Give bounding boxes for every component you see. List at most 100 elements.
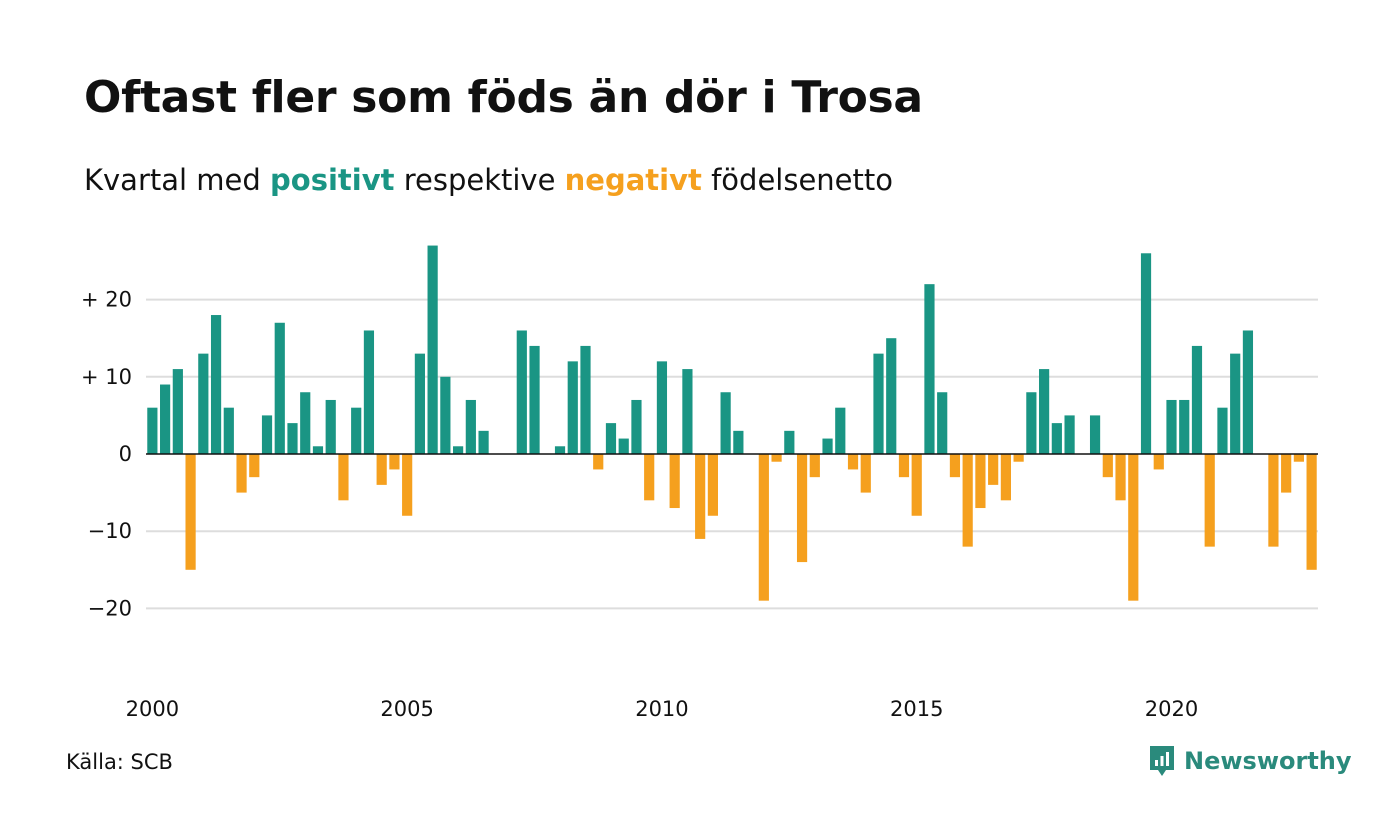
bar-positive xyxy=(274,322,285,454)
bar-negative xyxy=(975,454,986,509)
bar-chart: + 20 + 10 0 −10 −20 2000 2005 2010 2015 2020 xyxy=(81,245,1318,721)
bar-positive xyxy=(172,369,183,454)
x-tick-label: 2005 xyxy=(380,697,433,721)
bar-positive xyxy=(529,345,540,454)
bar-positive xyxy=(363,330,375,454)
bar-negative xyxy=(389,454,400,470)
subtitle-positive-word: positivt xyxy=(270,163,395,197)
bar-positive xyxy=(580,345,591,454)
bar-negative xyxy=(1013,454,1024,462)
bar-positive xyxy=(300,392,311,454)
bar-positive xyxy=(312,446,324,454)
bar-positive xyxy=(1230,353,1241,454)
bar-positive xyxy=(924,284,935,454)
bar-positive xyxy=(1039,369,1050,454)
bar-positive xyxy=(733,430,744,454)
subtitle-text-2: respektive xyxy=(394,163,565,197)
bar-negative xyxy=(249,454,260,478)
bar-positive xyxy=(605,423,617,454)
bar-positive xyxy=(453,446,464,454)
bar-negative xyxy=(236,454,247,493)
bar-negative xyxy=(707,454,718,516)
bar-positive xyxy=(1191,345,1203,454)
bar-positive xyxy=(1089,415,1101,454)
bar-negative xyxy=(1102,454,1113,478)
bar-positive xyxy=(414,353,425,454)
bar-negative xyxy=(593,454,604,470)
subtitle-text-3: födelsenetto xyxy=(701,163,893,197)
bar-negative xyxy=(1128,454,1139,601)
bar-positive xyxy=(631,399,642,454)
bar-positive xyxy=(478,430,489,454)
bar-negative xyxy=(1115,454,1126,501)
subtitle-negative-word: negativt xyxy=(564,163,702,197)
bar-positive xyxy=(656,361,668,454)
bar-positive xyxy=(147,407,158,454)
bar-negative xyxy=(338,454,349,501)
bar-positive xyxy=(1242,330,1254,454)
bar-negative xyxy=(1306,454,1317,570)
bar-positive xyxy=(784,430,795,454)
newsworthy-logo-icon xyxy=(1150,746,1174,776)
bar-positive xyxy=(1217,407,1228,454)
source-note: Källa: SCB xyxy=(66,750,173,774)
bar-negative xyxy=(771,454,782,462)
bar-positive xyxy=(325,399,336,454)
bar-negative xyxy=(1153,454,1164,470)
bar-positive xyxy=(567,361,578,454)
bar-negative xyxy=(911,454,922,516)
bar-negative xyxy=(758,454,769,601)
bar-positive xyxy=(1166,399,1177,454)
x-tick-label: 2015 xyxy=(890,697,943,721)
bar-negative xyxy=(376,454,387,485)
bar-negative xyxy=(962,454,973,547)
bar-positive xyxy=(886,338,897,454)
bar-positive xyxy=(1051,423,1062,454)
bar-positive xyxy=(210,315,222,454)
bar-positive xyxy=(427,245,438,454)
x-tick-label: 2010 xyxy=(635,697,688,721)
x-tick-label: 2000 xyxy=(126,697,179,721)
bar-negative xyxy=(847,454,859,470)
bar-negative xyxy=(796,454,808,563)
y-tick-label: + 20 xyxy=(81,288,132,312)
bar-positive xyxy=(1026,392,1037,454)
bars xyxy=(147,245,1317,601)
bar-negative xyxy=(1293,454,1304,462)
y-tick-label: + 10 xyxy=(81,365,132,389)
brand-logo: Newsworthy xyxy=(1148,744,1352,778)
bar-positive xyxy=(261,415,273,454)
bar-positive xyxy=(160,384,171,454)
bar-positive xyxy=(1179,399,1190,454)
bar-positive xyxy=(937,392,948,454)
bar-negative xyxy=(185,454,196,570)
bar-negative xyxy=(1204,454,1215,547)
bar-negative xyxy=(1281,454,1292,493)
bar-positive xyxy=(1140,253,1152,454)
bar-positive xyxy=(1064,415,1075,454)
bar-positive xyxy=(835,407,846,454)
bar-positive xyxy=(198,353,209,454)
gridlines xyxy=(146,298,1318,610)
bar-negative xyxy=(860,454,871,493)
subtitle-text-1: Kvartal med xyxy=(84,163,271,197)
bar-negative xyxy=(1000,454,1011,501)
bar-negative xyxy=(809,454,820,478)
bar-positive xyxy=(873,353,884,454)
bar-positive xyxy=(554,446,566,454)
bar-positive xyxy=(682,369,693,454)
bar-negative xyxy=(644,454,655,501)
bar-positive xyxy=(822,438,833,454)
x-axis-ticks: 2000 2005 2010 2015 2020 xyxy=(126,697,1199,721)
bar-negative xyxy=(898,454,910,478)
bar-negative xyxy=(695,454,706,539)
y-tick-label: −10 xyxy=(88,519,132,543)
y-tick-label: 0 xyxy=(119,442,132,466)
bar-negative xyxy=(988,454,999,485)
y-axis-ticks: + 20 + 10 0 −10 −20 xyxy=(81,288,132,621)
bar-positive xyxy=(440,376,451,454)
bar-positive xyxy=(351,407,362,454)
bar-positive xyxy=(720,392,731,454)
bar-positive xyxy=(618,438,629,454)
chart-title: Oftast fler som föds än dör i Trosa xyxy=(84,72,923,123)
